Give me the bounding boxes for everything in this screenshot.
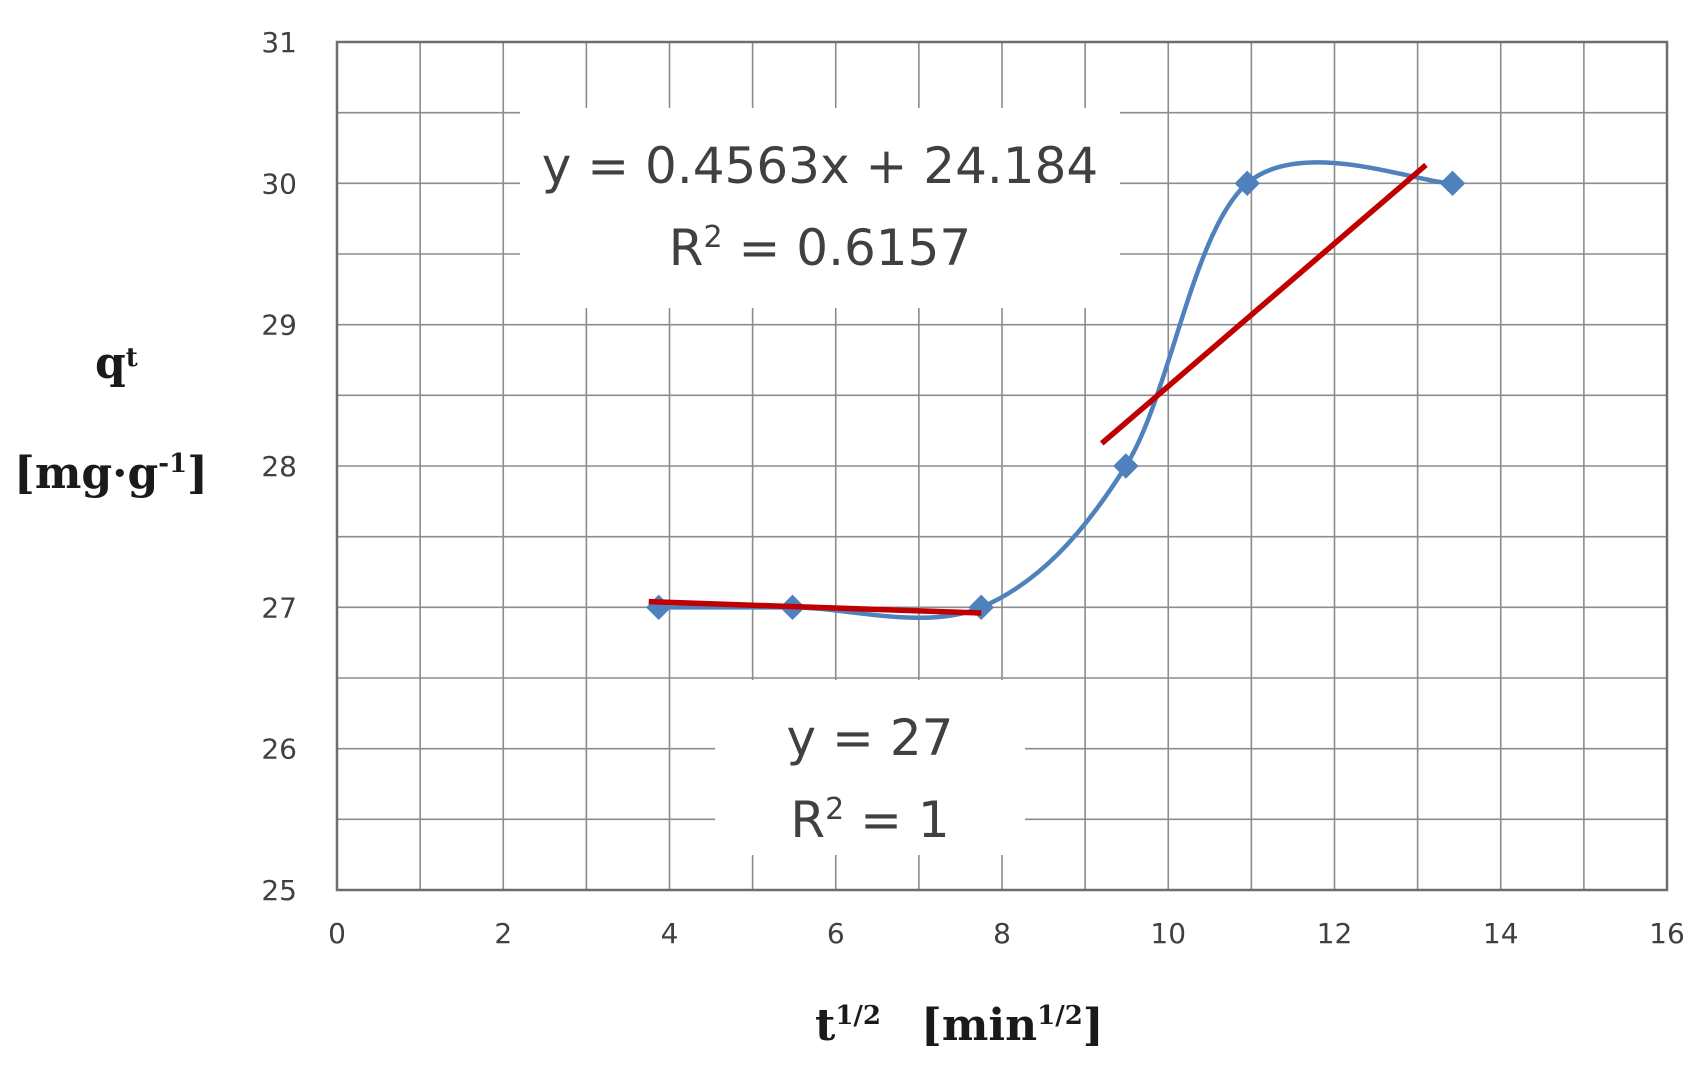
tick-labels: 0 2 4 6 8 10 12 14 16 25 26 27 28 29 30 31: [261, 26, 1684, 950]
y-tick-label: 28: [261, 450, 297, 483]
trendline: [648, 598, 982, 616]
y-tick-label: 26: [261, 733, 297, 766]
x-axis-symbol: t: [815, 1000, 836, 1051]
x-tick-label: 4: [661, 917, 679, 950]
y-axis-unit-open: [mg·g: [14, 448, 158, 499]
y-tick-label: 31: [261, 26, 297, 59]
y-tick-label: 30: [261, 167, 297, 200]
data-point-marker: [1113, 453, 1139, 479]
r-squared-sup: 2: [825, 792, 844, 827]
x-axis-unit-close: ]: [1083, 1000, 1104, 1051]
x-tick-label: 12: [1317, 917, 1353, 950]
equation-background: [715, 680, 1025, 855]
y-tick-label: 27: [261, 591, 297, 624]
data-point-marker: [1439, 170, 1466, 197]
equation-background: [520, 108, 1120, 308]
r-squared-rest: = 0.6157: [723, 219, 972, 277]
y-axis-symbol-subscript: t: [126, 343, 138, 373]
plot-border: [335, 40, 1669, 892]
x-tick-label: 10: [1150, 917, 1186, 950]
trendline: [1099, 162, 1428, 446]
r-squared-rest: = 1: [844, 791, 950, 849]
trendline-equation-box-upper: y = 0.4563x + 24.184 R2 = 0.6157: [520, 108, 1120, 308]
trendline-equation-box-lower: y = 27 R2 = 1: [715, 680, 1025, 855]
x-axis-unit-open: [min: [921, 1000, 1037, 1051]
x-axis-symbol-sup: 1/2: [835, 1001, 881, 1031]
r-squared-base: R: [669, 219, 704, 277]
y-axis-title: qt [mg·g-1]: [14, 338, 208, 499]
x-axis-unit-sup: 1/2: [1037, 1001, 1083, 1031]
equation-text: y = 27: [787, 709, 954, 767]
x-tick-label: 16: [1649, 917, 1685, 950]
y-axis-unit-close: ]: [187, 448, 208, 499]
x-tick-label: 6: [827, 917, 845, 950]
y-tick-label: 25: [261, 874, 297, 907]
y-axis-symbol: q: [95, 338, 126, 389]
r-squared-sup: 2: [704, 220, 723, 255]
x-axis-title-text: t1/2 [min1/2]: [815, 1000, 1104, 1051]
r-squared-base: R: [790, 791, 825, 849]
x-tick-label: 0: [328, 917, 346, 950]
equation-text: y = 0.4563x + 24.184: [542, 137, 1098, 195]
x-tick-label: 14: [1483, 917, 1519, 950]
y-axis-unit-sup: -1: [158, 449, 187, 479]
data-point-marker: [1234, 170, 1260, 197]
y-axis-title-line1: qt: [95, 338, 138, 389]
r-squared-text: R2 = 1: [790, 791, 949, 849]
x-tick-label: 2: [494, 917, 512, 950]
trendlines: [648, 162, 1428, 616]
y-axis-title-line2: [mg·g-1]: [14, 448, 208, 499]
y-tick-label: 29: [261, 309, 297, 342]
r-squared-text: R2 = 0.6157: [669, 219, 971, 277]
x-axis-title: t1/2 [min1/2]: [815, 1000, 1104, 1051]
x-tick-label: 8: [993, 917, 1011, 950]
